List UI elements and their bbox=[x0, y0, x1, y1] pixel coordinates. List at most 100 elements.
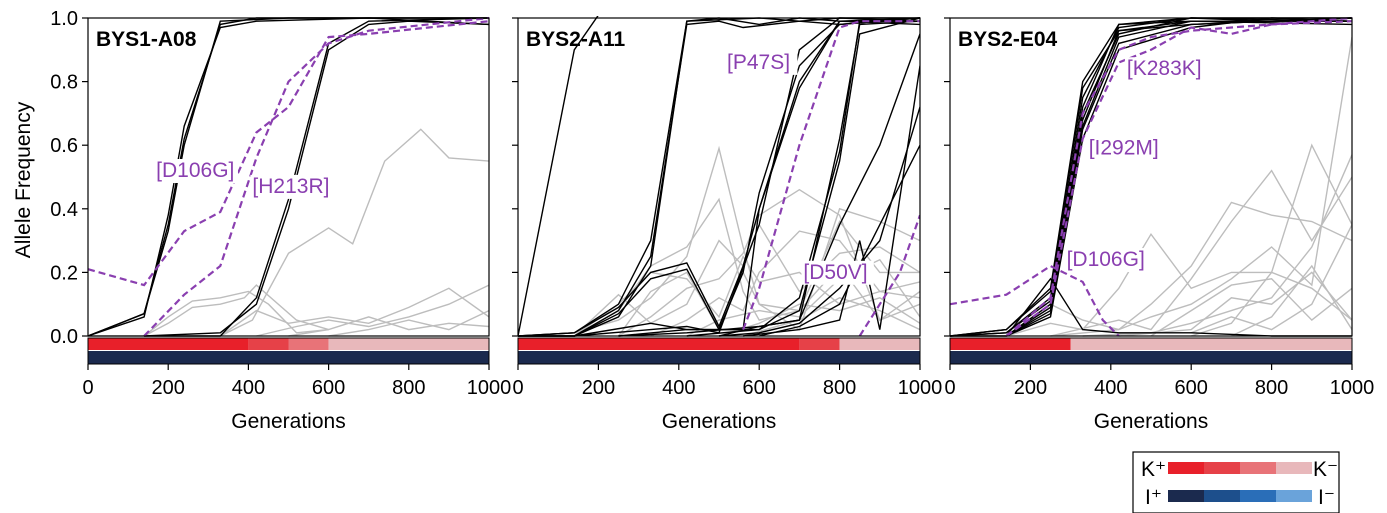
plot-frame bbox=[949, 17, 1353, 337]
fixed-line bbox=[759, 144, 920, 337]
neutral-line bbox=[1231, 264, 1352, 337]
neutral-line bbox=[1050, 169, 1352, 337]
x-axis-title: Generations bbox=[662, 410, 776, 433]
x-tick-label: 0 bbox=[944, 377, 955, 399]
neutral-line bbox=[1190, 224, 1352, 334]
legend-k-swatch bbox=[1168, 462, 1204, 474]
i-bar-segment bbox=[518, 351, 920, 364]
x-axis-title: Generations bbox=[231, 410, 345, 433]
annotation-backdrop bbox=[1064, 248, 1149, 273]
annotation-label: [D106G] bbox=[156, 159, 234, 182]
k-bar-segment bbox=[518, 338, 800, 350]
annotation-backdrop bbox=[154, 159, 238, 183]
x-tick-label: 200 bbox=[152, 377, 185, 399]
plot-area bbox=[518, 18, 920, 336]
x-tick-label: 600 bbox=[1175, 377, 1208, 399]
annotation-label: [H213R] bbox=[252, 175, 329, 198]
legend-i-minus: I⁻ bbox=[1318, 486, 1335, 509]
driver-line-p47s bbox=[742, 20, 920, 330]
neutral-line bbox=[742, 297, 920, 337]
fixed-line bbox=[574, 17, 920, 337]
legend-k-swatch bbox=[1276, 462, 1312, 474]
neutral-line bbox=[1050, 36, 1352, 337]
y-tick-label: 0.0 bbox=[50, 326, 78, 348]
k-bar-segment bbox=[328, 338, 489, 350]
k-bar-segment bbox=[839, 338, 920, 350]
neutral-line bbox=[1190, 271, 1352, 337]
driver-line-i292m bbox=[1005, 16, 1352, 337]
neutral-line bbox=[219, 287, 489, 337]
panel-bys2-e04: 0 200 400 600 800 1000 Generations BYS2-E04 [K28… bbox=[944, 16, 1375, 433]
panel-bys1-a08: 0.0 0.2 0.4 0.6 0.8 1.0 0 200 400 600 800 1000 Gener… bbox=[50, 8, 511, 433]
annotation-backdrop bbox=[250, 174, 335, 199]
k-bar-segment bbox=[1070, 338, 1352, 350]
condition-bar-frame bbox=[87, 337, 490, 365]
k-bar-segment bbox=[799, 338, 840, 350]
plot-frame bbox=[87, 17, 490, 337]
neutral-line bbox=[288, 316, 489, 337]
y-tick-label: 1.0 bbox=[50, 8, 78, 30]
x-tick-label: 1000 bbox=[467, 377, 512, 399]
neutral-line bbox=[1150, 278, 1352, 337]
condition-bar-frame bbox=[517, 337, 921, 365]
condition-bar-frame bbox=[949, 337, 1353, 365]
driver-line-d106g bbox=[950, 264, 1120, 337]
neutral-line bbox=[1118, 271, 1352, 337]
y-tick-label: 0.6 bbox=[50, 135, 78, 157]
neutral-line bbox=[573, 197, 920, 337]
x-tick-label: 1000 bbox=[1330, 377, 1375, 399]
legend: K⁺ K⁻ I⁺ I⁻ bbox=[1132, 451, 1340, 513]
x-tick-label: 800 bbox=[823, 377, 856, 399]
annotation-label: [P47S] bbox=[727, 51, 790, 74]
annotation-label: [D50V] bbox=[803, 261, 867, 284]
panel-title: BYS2-A11 bbox=[526, 28, 626, 51]
legend-i-swatch bbox=[1204, 490, 1240, 502]
driver-line-d50v bbox=[858, 214, 920, 337]
x-tick-label: 200 bbox=[582, 377, 615, 399]
fixed-line bbox=[518, 20, 920, 337]
fixed-line bbox=[518, 17, 920, 337]
annotation-backdrop bbox=[725, 50, 798, 75]
legend-i-swatch bbox=[1168, 490, 1204, 502]
i-bar-segment bbox=[950, 351, 1352, 364]
k-bar-segment bbox=[248, 338, 289, 350]
legend-i-swatch bbox=[1240, 490, 1276, 502]
driver-line-h213r bbox=[143, 16, 489, 337]
x-tick-label: 600 bbox=[743, 377, 776, 399]
x-axis-title: Generations bbox=[1094, 410, 1208, 433]
annotation-label: [I292M] bbox=[1089, 137, 1159, 160]
legend-k-swatch bbox=[1240, 462, 1276, 474]
y-tick-label: 0.8 bbox=[50, 72, 78, 94]
legend-k-swatch bbox=[1204, 462, 1240, 474]
legend-k-plus: K⁺ bbox=[1141, 458, 1166, 481]
fixed-line bbox=[618, 17, 920, 337]
k-bar-segment bbox=[88, 338, 249, 350]
x-tick-label: 0 bbox=[512, 377, 523, 399]
y-axis-title: Allele Frequency bbox=[12, 101, 35, 258]
legend-i-swatch bbox=[1276, 490, 1312, 502]
neutral-line bbox=[88, 284, 329, 337]
neutral-line bbox=[144, 128, 489, 337]
legend-k-minus: K⁻ bbox=[1313, 458, 1338, 481]
neutral-line bbox=[1006, 143, 1352, 337]
driver-line-d106g bbox=[88, 20, 489, 287]
x-tick-label: 400 bbox=[1094, 377, 1127, 399]
legend-i-plus: I⁺ bbox=[1145, 486, 1162, 509]
x-tick-label: 200 bbox=[1014, 377, 1047, 399]
x-tick-label: 1000 bbox=[898, 377, 943, 399]
fixed-line bbox=[518, 16, 599, 337]
annotation-label: [K283K] bbox=[1127, 57, 1202, 80]
legend-swatches bbox=[1168, 462, 1312, 502]
annotation-backdrop bbox=[1124, 57, 1209, 82]
x-tick-label: 800 bbox=[392, 377, 425, 399]
fixed-line bbox=[1005, 20, 1352, 337]
neutral-line bbox=[617, 207, 920, 337]
x-tick-label: 400 bbox=[232, 377, 265, 399]
k-bar-segment bbox=[288, 338, 329, 350]
fixed-line bbox=[1005, 17, 1352, 337]
x-tick-label: 400 bbox=[662, 377, 695, 399]
annotation-backdrop bbox=[801, 260, 874, 285]
fixed-line bbox=[718, 106, 920, 337]
neutral-line bbox=[718, 297, 920, 337]
